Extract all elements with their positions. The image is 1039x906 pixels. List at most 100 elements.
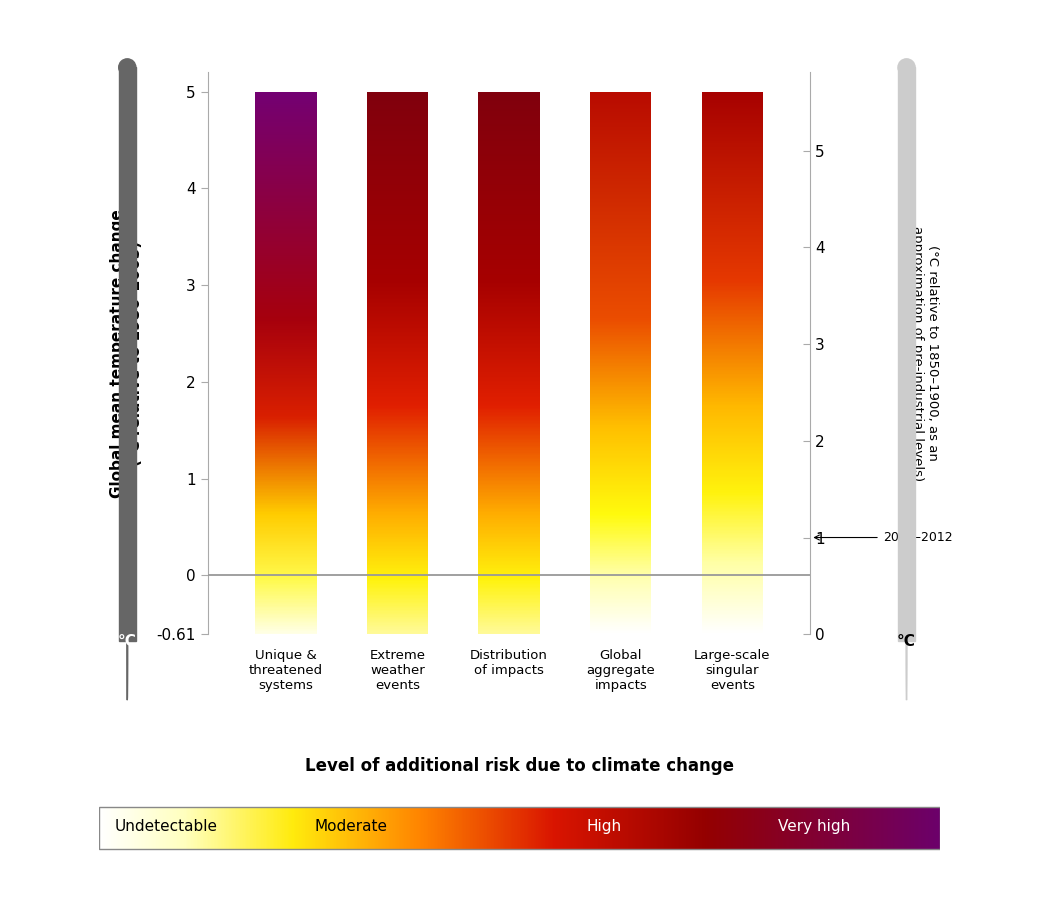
Bar [912,806,913,849]
Bar [367,519,428,520]
Bar [701,140,763,142]
Bar [478,207,540,208]
Bar [590,331,651,332]
Bar [256,609,317,610]
Text: High: High [586,819,621,834]
Bar [236,806,238,849]
Bar [701,431,763,432]
Bar [837,806,840,849]
Bar [590,528,651,530]
Bar [701,234,763,236]
Bar [592,806,594,849]
Bar [590,385,651,386]
Bar [701,580,763,582]
Bar [525,806,527,849]
Bar [256,391,317,393]
Bar [367,217,428,218]
Bar [590,320,651,321]
Bar [590,604,651,606]
Bar [590,446,651,447]
Bar [350,806,351,849]
Bar [478,478,540,479]
Bar [256,146,317,148]
Bar [478,424,540,426]
Bar [701,596,763,598]
Bar [793,806,795,849]
Bar [256,266,317,268]
Bar [222,806,223,849]
Bar [256,340,317,342]
Bar [701,291,763,293]
Bar [590,244,651,245]
Bar [367,465,428,466]
Bar [256,370,317,371]
Bar [590,381,651,382]
Bar [406,806,407,849]
Bar [367,339,428,340]
Bar [207,806,208,849]
Bar [869,806,871,849]
Y-axis label: (°C relative to 1850–1900, as an
approximation of pre-industrial levels): (°C relative to 1850–1900, as an approxi… [911,226,939,481]
Bar [701,479,763,481]
Bar [367,451,428,452]
Bar [337,806,339,849]
Bar [478,156,540,157]
Bar [701,467,763,468]
Bar [701,474,763,476]
Bar [701,242,763,244]
Bar [478,192,540,194]
Bar [384,806,387,849]
Bar [483,806,484,849]
Bar [701,188,763,189]
Bar [478,130,540,131]
Bar [723,806,724,849]
Bar [478,340,540,342]
Bar [367,102,428,104]
Bar [367,146,428,148]
Bar [308,806,310,849]
Bar [256,301,317,302]
Bar [478,175,540,176]
Bar [367,183,428,184]
Bar [478,195,540,197]
Bar [590,272,651,274]
Bar [701,225,763,226]
Bar [689,806,691,849]
Bar [478,609,540,610]
Bar [118,806,119,849]
Bar [256,421,317,423]
Bar [367,435,428,436]
Bar [731,806,732,849]
Bar [367,213,428,214]
Bar [590,105,651,107]
Bar [367,205,428,206]
Bar [478,432,540,433]
Bar [529,806,531,849]
Bar [184,806,186,849]
Bar [478,293,540,294]
Bar [478,313,540,314]
Bar [367,377,428,378]
Bar [590,214,651,216]
Bar [701,371,763,372]
Bar [478,359,540,361]
Bar [478,298,540,299]
Bar [701,626,763,628]
Bar [590,497,651,498]
Bar [367,595,428,596]
Bar [701,515,763,516]
Bar [478,622,540,623]
Bar [478,374,540,375]
Bar [324,806,326,849]
Bar [701,495,763,496]
Bar [367,573,428,574]
Bar [639,806,640,849]
Bar [701,536,763,538]
Bar [367,143,428,145]
Bar [701,135,763,137]
Bar [590,490,651,492]
Bar [539,806,540,849]
Bar [590,427,651,429]
Bar [368,806,370,849]
Bar [256,265,317,266]
